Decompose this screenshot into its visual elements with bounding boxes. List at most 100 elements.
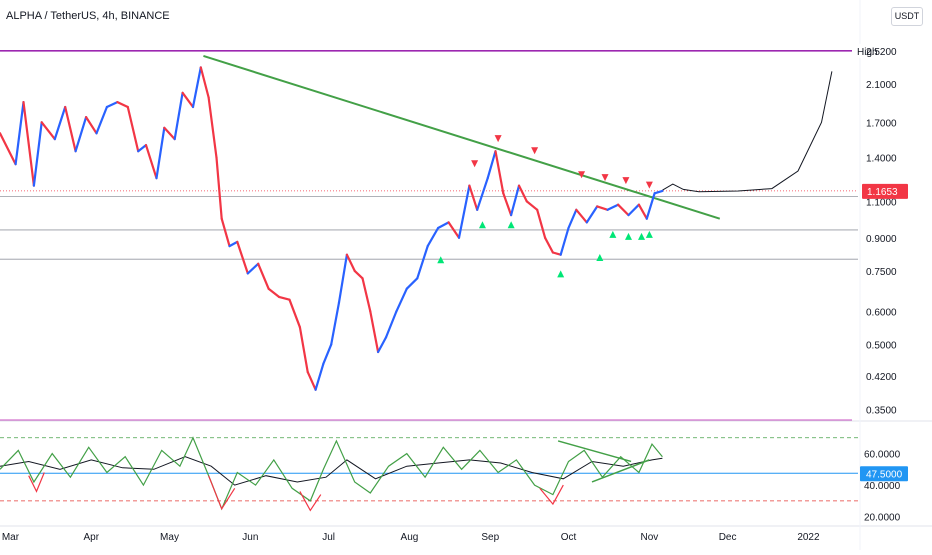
time-tick-label: Sep (481, 532, 499, 543)
price-segment (40, 121, 56, 141)
price-segment (551, 251, 562, 256)
symbol-title[interactable]: ALPHA / TetherUS, 4h, BINANCE (6, 10, 170, 22)
price-tick-label: 0.3500 (866, 405, 897, 416)
time-tick-label: Nov (640, 532, 658, 543)
price-segment (395, 287, 408, 313)
price-segment (517, 184, 528, 203)
price-segment (163, 126, 176, 141)
price-tick-label: 1.1000 (866, 197, 897, 208)
price-segment (64, 105, 77, 153)
price-segment (426, 226, 440, 248)
price-segment (447, 221, 461, 239)
time-tick-label: Jun (242, 532, 258, 543)
down-arrow-marker (494, 135, 502, 143)
price-segment (32, 121, 43, 187)
up-arrow-marker (557, 270, 565, 278)
time-tick-label: 2022 (797, 532, 820, 543)
price-segment (116, 100, 129, 109)
price-segment (606, 203, 620, 211)
up-arrow-marker (596, 253, 604, 261)
price-segment (377, 336, 388, 354)
price-segment (567, 208, 578, 230)
price-segment (437, 221, 450, 230)
price-segment (616, 203, 630, 217)
price-segment (144, 144, 158, 180)
midline-badge[interactable] (860, 466, 908, 482)
price-segment (191, 66, 202, 109)
price-segment (525, 200, 539, 211)
price-segment (596, 205, 609, 211)
down-arrow-marker (531, 147, 539, 155)
price-segment (416, 245, 429, 280)
price-segment (0, 132, 17, 166)
price-segment (494, 150, 505, 195)
price-segment (173, 91, 184, 141)
price-segment (236, 240, 249, 275)
up-arrow-marker (609, 230, 617, 238)
price-segment (207, 96, 218, 159)
price-segment (137, 144, 148, 153)
price-segment (215, 156, 223, 220)
price-segment (53, 105, 67, 141)
down-arrow-marker (471, 160, 479, 168)
time-tick-label: Jul (322, 532, 335, 543)
price-segment (468, 184, 479, 211)
price-segment (627, 203, 641, 217)
price-tick-label: 0.6000 (866, 307, 897, 318)
time-tick-label: Apr (83, 532, 99, 543)
price-tick-label: 2.1000 (866, 80, 897, 91)
price-segment (510, 184, 521, 217)
up-arrow-marker (645, 230, 653, 238)
price-segment (476, 177, 489, 211)
price-segment (384, 310, 398, 339)
price-segment (405, 277, 419, 290)
price-segment (105, 100, 119, 109)
price-segment (559, 226, 570, 256)
price-segment (199, 66, 210, 99)
price-segment (126, 105, 140, 153)
price-segment (575, 208, 588, 224)
last-price-badge[interactable] (862, 183, 908, 199)
time-tick-label: May (160, 532, 179, 543)
up-arrow-marker (507, 221, 515, 229)
price-tick-label: 0.7500 (866, 267, 897, 278)
indicator-slow-line (0, 456, 663, 486)
indicator-red-segment (299, 491, 322, 512)
price-segment (84, 115, 98, 135)
currency-button[interactable]: USDT (891, 7, 923, 26)
price-segment (585, 205, 599, 224)
down-arrow-marker (622, 177, 630, 185)
indicator-red-segment (539, 484, 564, 506)
price-segment (369, 310, 380, 354)
price-segment (457, 184, 471, 239)
price-segment (74, 115, 88, 153)
indicator-red-segment (28, 472, 45, 493)
price-segment (653, 189, 664, 195)
price-segment (637, 203, 648, 220)
price-tick-label: 0.4200 (866, 372, 897, 383)
down-arrow-marker (578, 171, 586, 179)
price-segment (330, 301, 341, 346)
price-segment (536, 208, 547, 239)
high-label-bg (852, 43, 880, 58)
time-tick-label: Dec (719, 532, 737, 543)
price-segment (306, 370, 317, 391)
indicator-fast-line (0, 436, 663, 511)
price-segment (337, 253, 348, 304)
price-segment (277, 295, 291, 301)
price-segment (543, 236, 555, 254)
high-label: High (857, 47, 878, 58)
price-segment (95, 105, 109, 135)
high-value-label: 2.5200 (866, 47, 897, 58)
resistance-trendline (203, 55, 721, 220)
price-segment (486, 150, 497, 180)
price-segment (298, 326, 309, 373)
projection-curve (662, 71, 833, 193)
price-tick-label: 1.4000 (866, 154, 897, 165)
price-segment (181, 91, 195, 109)
price-segment (345, 253, 356, 272)
price-segment (155, 126, 166, 180)
